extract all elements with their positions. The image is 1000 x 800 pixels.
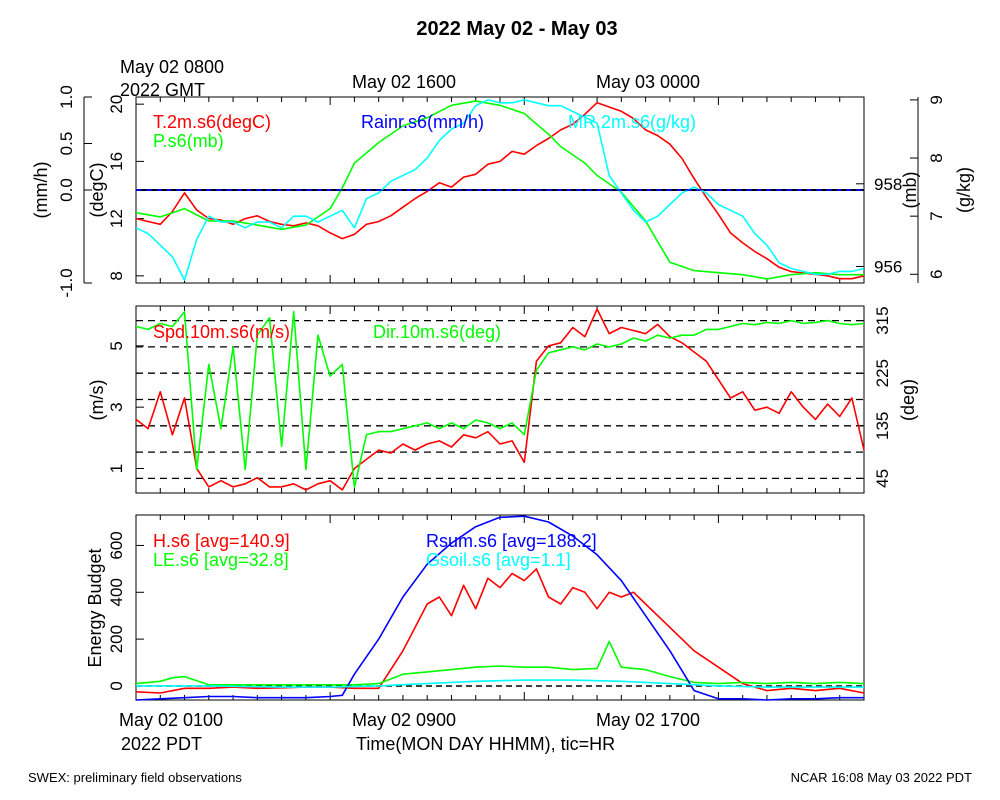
legend-sensible-heat: H.s6 [avg=140.9] [153, 531, 290, 551]
series-le [135, 640, 865, 686]
tick-label-dir: 315 [873, 306, 892, 334]
chart-title: 2022 May 02 - May 03 [416, 18, 617, 40]
tick-label-rain: -1.0 [57, 268, 76, 297]
gmt-label-0000: May 03 0000 [596, 72, 700, 92]
x-axis-title: Time(MON DAY HHMM), tic=HR [356, 734, 615, 754]
tick-label-spd: 5 [107, 341, 126, 350]
tick-label-temp: 20 [107, 95, 126, 114]
legend-wind-speed: Spd.10m.s6(m/s) [153, 322, 290, 342]
tick-label-mr: 7 [927, 211, 946, 220]
series-gsoil [136, 679, 864, 688]
pdt-label-1700: May 02 1700 [596, 710, 700, 730]
pdt-label-0900: May 02 0900 [352, 710, 456, 730]
tick-label-dir: 135 [873, 412, 892, 440]
gmt-start-label-line1: May 02 0800 [120, 57, 224, 77]
tick-label-dir: 225 [873, 359, 892, 387]
tick-label-rain: 1.0 [57, 85, 76, 109]
pdt-year-label: 2022 PDT [121, 734, 202, 754]
axis-label-direction: (deg) [898, 379, 918, 421]
series-spd [135, 308, 865, 491]
gmt-label-1600: May 02 1600 [352, 72, 456, 92]
tick-label-rain: 0.0 [57, 178, 76, 202]
tick-label-energy: 400 [107, 578, 126, 606]
tick-label-pres: 956 [874, 257, 902, 276]
gmt-start-label-line2: 2022 GMT [120, 80, 205, 100]
wind-panel: 5 3 1 315 225 135 45 [107, 305, 892, 494]
axis-label-speed: (m/s) [87, 380, 107, 421]
legend-wind-direction: Dir.10m.s6(deg) [373, 322, 501, 342]
tick-label-temp: 16 [107, 152, 126, 171]
tick-label-pres: 958 [874, 175, 902, 194]
axis-label-pres: (mb) [900, 172, 920, 209]
pdt-label-0100: May 02 0100 [119, 710, 223, 730]
tick-label-spd: 1 [107, 464, 126, 473]
tick-label-energy: 0 [107, 681, 126, 690]
axis-label-rain: (mm/h) [31, 162, 51, 219]
series-t [135, 101, 865, 280]
series-p [135, 100, 864, 280]
axis-label-temp: (degC) [87, 162, 107, 217]
footer-source-note: SWEX: preliminary field observations [28, 770, 242, 785]
axis-label-energy: Energy Budget [85, 548, 105, 667]
legend-rain-rate: Rainr.s6(mm/h) [361, 112, 484, 132]
axis-label-mr: (g/kg) [954, 167, 974, 213]
energy-panel: 600 400 200 0 [107, 514, 865, 701]
tick-label-energy: 600 [107, 531, 126, 559]
series-rsum [135, 515, 864, 701]
tick-label-mr: 8 [927, 153, 946, 162]
tick-label-dir: 45 [873, 469, 892, 488]
tick-label-temp: 8 [107, 271, 126, 280]
tick-label-energy: 200 [107, 625, 126, 653]
legend-temperature: T.2m.s6(degC) [153, 112, 271, 132]
series-mr [135, 99, 865, 281]
legend-radiation-sum: Rsum.s6 [avg=188.2] [426, 531, 597, 551]
legend-pressure: P.s6(mb) [153, 131, 224, 151]
legend-soil-heat: Gsoil.s6 [avg=1.1] [426, 550, 571, 570]
tick-label-mr: 6 [927, 270, 946, 279]
top-panel: 1.0 0.5 0.0 -1.0 20 16 12 8 958 956 9 8 7 6 [57, 85, 946, 297]
legend-mixing-ratio: MR.2m.s6(g/kg) [568, 112, 696, 132]
tick-label-temp: 12 [107, 209, 126, 228]
legend-latent-heat: LE.s6 [avg=32.8] [153, 550, 289, 570]
tick-label-spd: 3 [107, 402, 126, 411]
series-dir [135, 310, 865, 489]
tick-label-rain: 0.5 [57, 132, 76, 156]
tick-label-mr: 9 [927, 95, 946, 104]
footer-timestamp: NCAR 16:08 May 03 2022 PDT [791, 770, 972, 785]
